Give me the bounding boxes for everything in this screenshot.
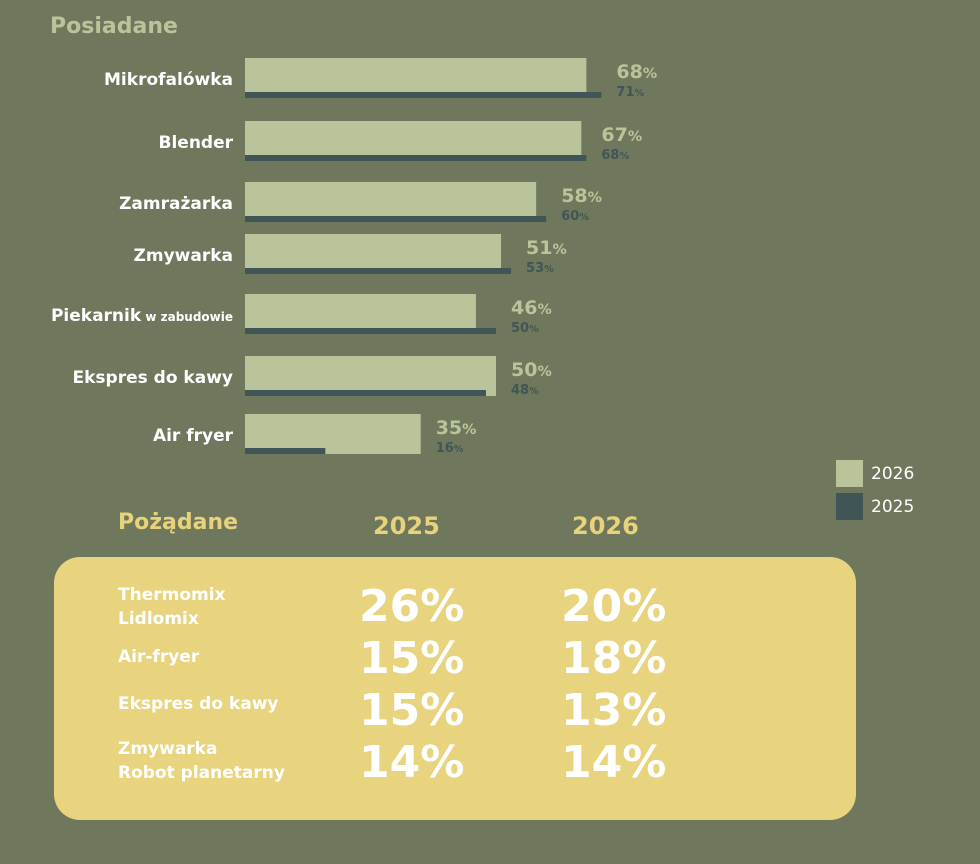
legend-item-2025: 2025	[836, 493, 914, 520]
legend-label-2025: 2025	[871, 496, 915, 517]
desired-year-2025-header: 2025	[373, 512, 440, 540]
desired-value-2026: 18%	[561, 633, 667, 684]
value-label-2025: 60%	[561, 209, 589, 224]
desired-item-label: Air-fryer	[118, 645, 199, 669]
category-label: Air fryer	[153, 426, 234, 446]
desired-item-label-line: Zmywarka	[118, 739, 218, 759]
value-label-2025: 16%	[436, 441, 464, 456]
legend-item-2026: 2026	[836, 460, 914, 487]
value-label-2026: 51%	[526, 237, 567, 259]
value-label-2025: 71%	[616, 85, 644, 100]
value-label-2026: 58%	[561, 185, 602, 207]
desired-item-label: Zmywarka Robot planetarny	[118, 737, 285, 785]
category-label: Ekspres do kawy	[73, 368, 234, 388]
value-label-2025: 48%	[511, 383, 539, 398]
value-label-2025: 53%	[526, 261, 554, 276]
desired-table: Thermomix Lidlomix 26% 20% Air-fryer 15% 18% Ek…	[54, 557, 856, 820]
bar-2025	[245, 216, 547, 222]
bar-2025	[245, 390, 486, 396]
desired-title: Pożądane	[118, 510, 239, 535]
category-label: Zmywarka	[134, 246, 233, 266]
value-label-2026: 68%	[616, 61, 657, 83]
desired-value-2026: 13%	[561, 685, 667, 736]
owned-bar-chart: Mikrofalówka 68% 71% Blender 67% 68% Zamrażark…	[51, 58, 657, 456]
value-label-2025: 50%	[511, 321, 539, 336]
legend-swatch-2025	[836, 493, 863, 520]
value-label-2026: 67%	[601, 124, 642, 146]
bar-2026	[245, 234, 502, 274]
desired-item-label-line: Thermomix	[118, 585, 226, 605]
desired-value-2026: 20%	[561, 581, 667, 632]
category-label: Piekarnik w zabudowie	[51, 306, 233, 326]
desired-value-2026: 14%	[561, 737, 667, 788]
value-label-2026: 35%	[436, 417, 477, 439]
bar-2025	[245, 268, 512, 274]
value-label-2026: 46%	[511, 297, 552, 319]
desired-year-2026-header: 2026	[572, 512, 639, 540]
bar-2026	[245, 58, 587, 98]
value-label-2025: 68%	[601, 148, 629, 163]
bar-2026	[245, 182, 537, 222]
bar-2025	[245, 328, 496, 334]
bar-2026	[245, 356, 496, 396]
bar-2025	[245, 92, 602, 98]
category-label: Mikrofalówka	[104, 70, 233, 90]
bar-2026	[245, 414, 421, 454]
legend-label-2026: 2026	[871, 463, 915, 484]
desired-item-label-line: Air-fryer	[118, 647, 200, 667]
desired-value-2025: 26%	[359, 581, 465, 632]
value-label-2026: 50%	[511, 359, 552, 381]
bar-2026	[245, 294, 476, 334]
bar-2025	[245, 448, 326, 454]
desired-item-label: Ekspres do kawy	[118, 692, 279, 716]
desired-item-label-line: Ekspres do kawy	[118, 694, 279, 714]
desired-item-label: Thermomix Lidlomix	[118, 583, 226, 631]
desired-value-2025: 14%	[359, 737, 465, 788]
category-label: Zamrażarka	[119, 194, 233, 214]
bar-2025	[245, 155, 587, 161]
desired-item-label-line: Robot planetarny	[118, 763, 285, 783]
owned-title: Posiadane	[50, 14, 178, 39]
desired-value-2025: 15%	[359, 685, 465, 736]
category-label: Blender	[159, 133, 234, 153]
desired-item-label-line: Lidlomix	[118, 609, 199, 629]
bar-2026	[245, 121, 582, 161]
desired-value-2025: 15%	[359, 633, 465, 684]
legend-swatch-2026	[836, 460, 863, 487]
